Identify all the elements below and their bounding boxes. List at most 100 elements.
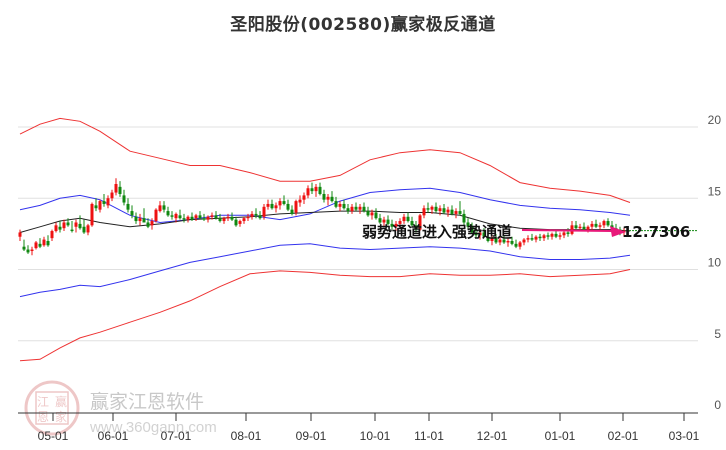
- x-tick-label: 03-01: [669, 429, 700, 443]
- candle: [82, 219, 86, 234]
- candle: [294, 199, 298, 216]
- watermark-url: www.360gann.com: [89, 419, 217, 436]
- candle: [530, 233, 534, 241]
- candle: [322, 189, 326, 203]
- candle: [462, 209, 466, 226]
- candle: [366, 206, 370, 217]
- candle: [470, 222, 474, 234]
- candle: [514, 239, 518, 249]
- candle: [418, 213, 422, 232]
- candle: [226, 213, 230, 222]
- candle: [482, 228, 486, 239]
- candle: [254, 208, 258, 219]
- candle: [362, 202, 366, 213]
- candle: [602, 219, 606, 229]
- svg-text:家: 家: [55, 409, 67, 424]
- candle: [58, 221, 62, 233]
- candle: [162, 201, 166, 213]
- candle: [194, 213, 198, 222]
- candle: [302, 192, 306, 204]
- x-tick-label: 06-01: [98, 429, 129, 443]
- candle: [594, 219, 598, 229]
- candle: [138, 213, 142, 226]
- candle: [562, 231, 566, 239]
- candle: [330, 191, 334, 203]
- candle: [166, 206, 170, 217]
- candle: [282, 195, 286, 206]
- candle: [518, 241, 522, 250]
- candle: [430, 205, 434, 214]
- candle: [410, 216, 414, 227]
- candle: [274, 202, 278, 213]
- candle: [358, 203, 362, 214]
- candle: [178, 209, 182, 220]
- candle: [458, 201, 462, 216]
- candlesticks: [18, 178, 626, 256]
- candle: [214, 211, 218, 220]
- candle: [42, 236, 46, 247]
- x-axis: 05-01 06-01 07-01 08-01 09-01 10-01 11-01 12-01…: [18, 412, 700, 443]
- candle: [346, 203, 350, 214]
- candle: [198, 211, 202, 220]
- candle: [522, 238, 526, 246]
- candle: [170, 211, 174, 220]
- candle: [258, 211, 262, 220]
- candle: [218, 213, 222, 223]
- y-tick-label: 20: [708, 113, 722, 127]
- candle: [150, 218, 154, 230]
- candle: [442, 203, 446, 214]
- watermark-seal-icon: 江 赢 恩 家: [24, 380, 80, 436]
- x-tick-label: 07-01: [161, 429, 192, 443]
- candle: [86, 223, 90, 236]
- candle: [590, 221, 594, 230]
- candle: [390, 219, 394, 230]
- candle: [234, 216, 238, 227]
- x-tick-label: 10-01: [360, 429, 391, 443]
- candle: [454, 208, 458, 219]
- candle: [326, 193, 330, 206]
- candle: [510, 236, 514, 246]
- candle: [62, 219, 66, 232]
- candle: [182, 213, 186, 223]
- candle: [338, 201, 342, 212]
- candle: [306, 185, 310, 199]
- candle: [186, 215, 190, 223]
- candle: [378, 213, 382, 224]
- candle: [230, 212, 234, 222]
- candle: [266, 199, 270, 210]
- band-outer-upper: [19, 117, 631, 203]
- candle: [314, 184, 318, 197]
- y-tick-label: 10: [708, 256, 722, 270]
- x-tick-label: 12-01: [477, 429, 508, 443]
- candle: [490, 235, 494, 246]
- candle: [506, 238, 510, 247]
- x-tick-label: 02-01: [608, 429, 639, 443]
- candle: [606, 218, 610, 227]
- candle: [50, 229, 54, 241]
- candle: [354, 202, 358, 212]
- candle: [466, 218, 470, 230]
- candle: [202, 213, 206, 222]
- candle: [270, 199, 274, 210]
- candle: [398, 218, 402, 229]
- candle: [438, 205, 442, 216]
- candle: [290, 205, 294, 216]
- candle: [534, 235, 538, 243]
- candle: [38, 238, 42, 249]
- candle: [242, 216, 246, 224]
- y-tick-label: 15: [708, 184, 722, 198]
- channel-bands: [19, 117, 631, 362]
- candle: [318, 182, 322, 196]
- candle: [546, 232, 550, 240]
- candle: [574, 221, 578, 230]
- candle: [190, 212, 194, 222]
- candle: [382, 216, 386, 227]
- y-axis-labels: 0 5 10 15 20: [708, 113, 722, 412]
- svg-text:赢: 赢: [55, 394, 67, 409]
- candle: [106, 195, 110, 209]
- band-outer-lower: [19, 269, 631, 362]
- candle: [426, 202, 430, 213]
- candle: [250, 211, 254, 220]
- candle: [206, 215, 210, 223]
- candle: [446, 206, 450, 217]
